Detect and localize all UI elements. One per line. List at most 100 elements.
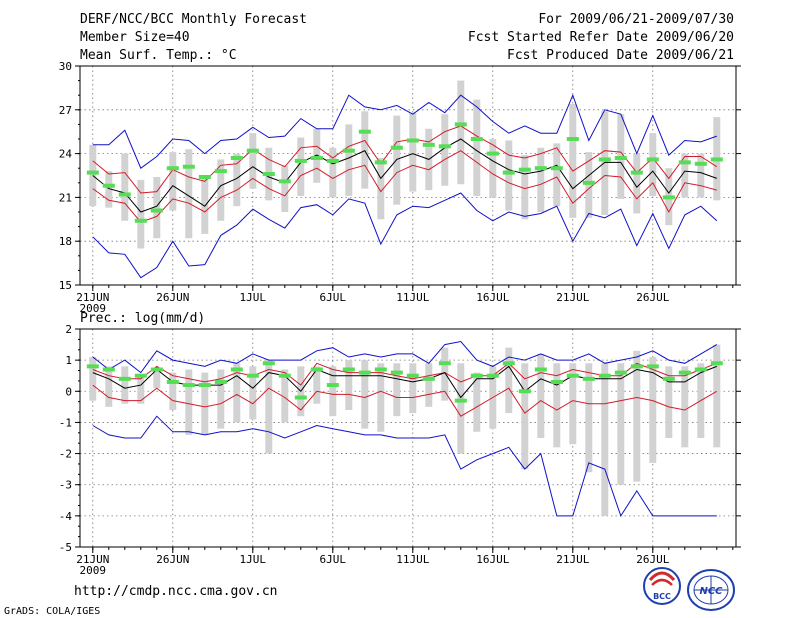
observed-marker: [534, 367, 547, 372]
observed-marker: [630, 170, 643, 175]
observed-marker: [86, 170, 99, 175]
ensemble-range-bar: [361, 360, 369, 429]
observed-marker: [326, 383, 339, 388]
observed-marker: [342, 367, 355, 372]
ensemble-max-line: [92, 340, 718, 374]
produced-date: Fcst Produced Date 2009/06/21: [507, 48, 734, 63]
ensemble-range-bar: [553, 143, 561, 207]
ensemble-range-bar: [457, 363, 465, 454]
x-tick-label: 1JUL: [240, 553, 267, 566]
observed-marker: [646, 157, 659, 162]
y-tick-label: 30: [59, 60, 72, 73]
x-tick-label: 6JUL: [320, 291, 347, 304]
x-tick-label: 21JUN: [76, 291, 109, 304]
observed-marker: [246, 148, 259, 153]
observed-marker: [278, 179, 291, 184]
ensemble-range-bar: [409, 112, 417, 192]
member-size: Member Size=40: [80, 30, 190, 45]
ensemble-range-bar: [393, 363, 401, 417]
observed-marker: [470, 137, 483, 141]
ensemble-max-line: [92, 93, 717, 169]
observed-marker: [678, 370, 691, 375]
x-tick-label: 6JUL: [320, 553, 347, 566]
ensemble-range-bar: [601, 363, 609, 516]
observed-marker: [454, 122, 467, 127]
ensemble-range-bar: [537, 147, 545, 212]
ensemble-range-bar: [217, 159, 225, 221]
observed-marker: [182, 383, 195, 388]
observed-marker: [566, 373, 579, 378]
observed-marker: [102, 367, 115, 372]
x-tick-year-label: 2009: [80, 564, 107, 577]
x-tick-label: 21JUL: [556, 553, 589, 566]
ensemble-range-bar: [169, 152, 177, 211]
ensemble-range-bar: [121, 153, 129, 221]
observed-marker: [182, 164, 195, 169]
ensemble-range-bar: [505, 140, 513, 211]
ensemble-range-bar: [329, 147, 337, 198]
ensemble-range-bar: [201, 175, 209, 234]
refer-date: Fcst Started Refer Date 2009/06/20: [468, 30, 734, 45]
ensemble-range-bar: [153, 369, 161, 389]
observed-marker: [694, 161, 707, 166]
upper-spread-line: [92, 125, 718, 194]
forecast-period: For 2009/06/21-2009/07/30: [538, 12, 734, 27]
observed-marker: [310, 155, 323, 160]
y-tick-label: -2: [59, 448, 72, 461]
bcc-logo-text: BCC: [653, 592, 671, 601]
observed-marker: [566, 137, 579, 141]
observed-marker: [326, 158, 339, 163]
observed-marker: [486, 373, 499, 378]
ensemble-range-bar: [169, 372, 177, 410]
y-tick-label: -4: [59, 510, 73, 523]
ensemble-range-bar: [585, 363, 593, 473]
observed-marker: [310, 367, 323, 372]
observed-marker: [374, 160, 387, 165]
observed-marker: [486, 151, 499, 156]
x-tick-label: 26JUN: [156, 553, 189, 566]
ensemble-range-bar: [617, 363, 625, 485]
x-tick-label: 1JUL: [240, 291, 267, 304]
y-tick-label: 2: [65, 323, 72, 336]
lower-spread-line: [92, 384, 718, 417]
observed-marker: [150, 367, 163, 372]
lower-spread-line: [92, 150, 717, 223]
ensemble-range-bar: [105, 366, 113, 407]
observed-marker: [198, 383, 211, 388]
observed-marker: [422, 142, 435, 147]
observed-marker: [118, 192, 131, 197]
x-tick-label: 26JUN: [156, 291, 189, 304]
observed-marker: [710, 157, 723, 162]
plot-frame: [79, 65, 737, 286]
observed-marker: [662, 376, 675, 381]
ensemble-mean-line: [92, 138, 717, 213]
observed-marker: [246, 373, 259, 378]
observed-marker: [102, 183, 115, 188]
observed-marker: [134, 373, 147, 378]
y-tick-label: 15: [59, 279, 72, 292]
x-tick-label: 21JUN: [76, 553, 109, 566]
source-url[interactable]: http://cmdp.ncc.cma.gov.cn: [74, 584, 278, 599]
observed-marker: [550, 379, 563, 384]
ensemble-range-bar: [361, 111, 369, 189]
ensemble-range-bar: [137, 179, 145, 249]
observed-marker: [614, 370, 627, 375]
observed-marker: [582, 180, 595, 185]
ensemble-range-bar: [233, 363, 241, 423]
y-tick-label: -5: [59, 541, 72, 554]
observed-marker: [294, 395, 307, 400]
ensemble-range-bar: [409, 363, 417, 414]
ensemble-range-bar: [313, 128, 321, 183]
x-tick-label: 21JUL: [556, 291, 589, 304]
ensemble-range-bar: [665, 366, 673, 438]
ensemble-range-bar: [137, 375, 145, 404]
observed-marker: [438, 361, 451, 366]
ensemble-range-bar: [153, 176, 161, 239]
ensemble-range-bar: [569, 363, 577, 445]
observed-marker: [342, 148, 355, 153]
ensemble-range-bar: [473, 99, 481, 196]
ensemble-range-bar: [569, 103, 577, 218]
ensemble-range-bar: [281, 369, 289, 423]
ensemble-range-bar: [505, 347, 513, 414]
